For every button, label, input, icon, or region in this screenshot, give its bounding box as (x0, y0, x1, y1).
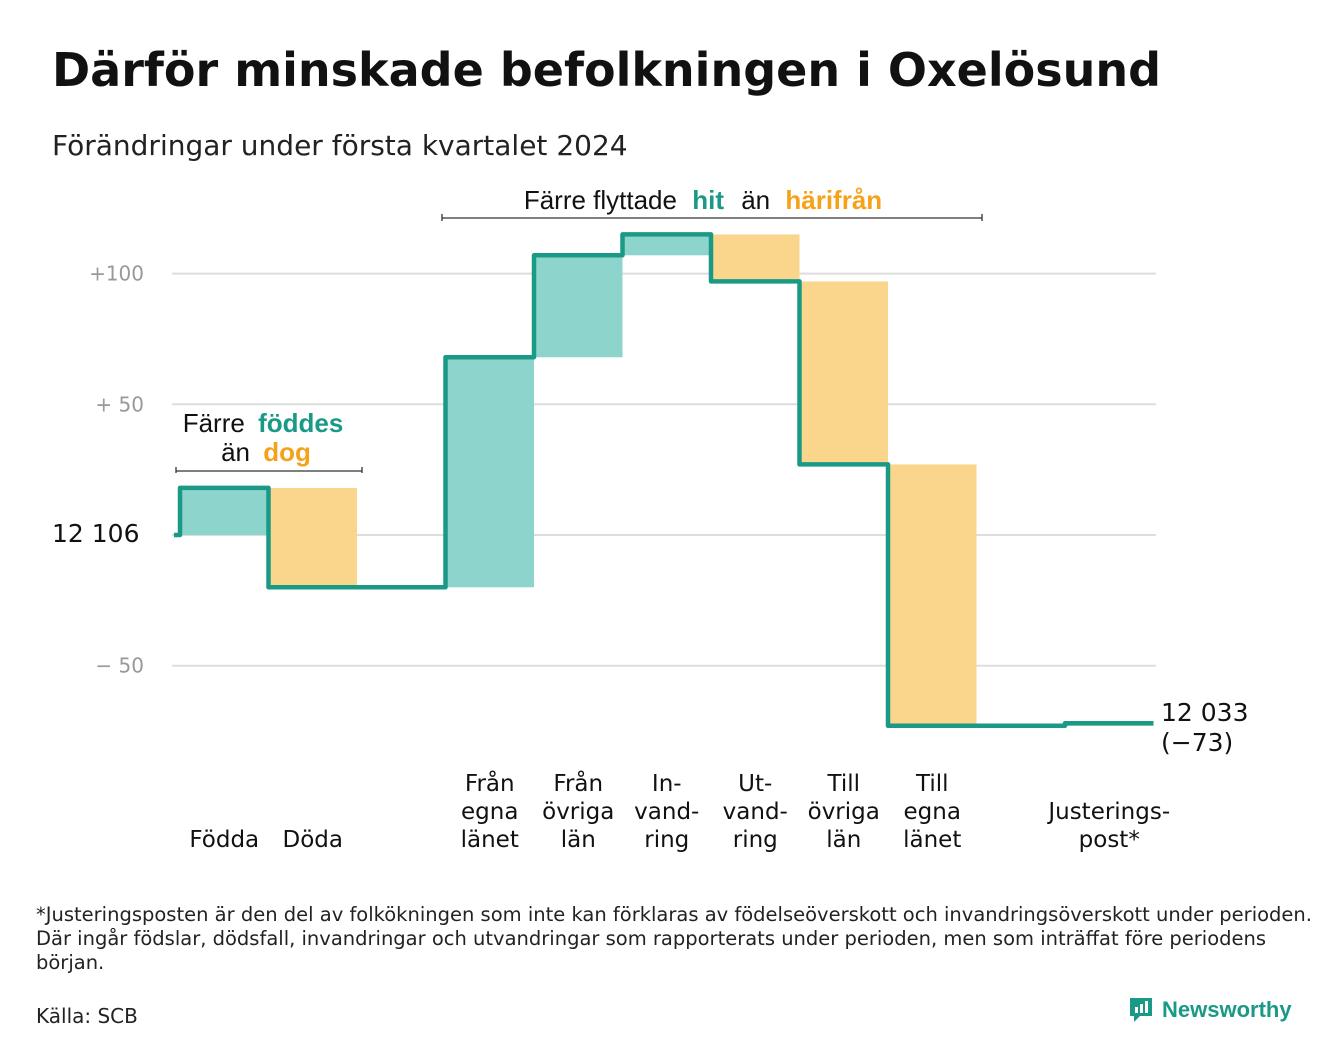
category-label-6-1: vand- (723, 799, 788, 825)
births-bracket (175, 467, 363, 473)
category-label-1-0: Döda (283, 827, 343, 853)
category-label-4-2: län (561, 827, 596, 853)
bar-8 (888, 464, 977, 726)
births-annotation-highlight: föddes (258, 408, 343, 438)
bar-0 (180, 487, 269, 535)
chart-subtitle: Förändringar under första kvartalet 2024 (52, 129, 628, 162)
y-axis-ticks: +100 + 50 − 50 (89, 262, 144, 678)
y-tick-label-0: +100 (89, 262, 144, 286)
moves-bracket (441, 214, 983, 221)
waterfall-chart: +100+ 50− 50 Födda DödaFrånegnalänetFrånö… (52, 185, 1248, 853)
bars (180, 234, 1154, 726)
brand-name: Newsworthy (1162, 997, 1292, 1022)
category-label-10-1: post* (1079, 827, 1140, 853)
category-label-8-2: länet (903, 827, 961, 853)
moves-annotation-text-2: än (741, 185, 770, 215)
category-label-3-1: egna (461, 799, 518, 825)
bar-1 (268, 487, 357, 588)
category-label-6-2: ring (733, 827, 778, 853)
category-label-6-0: Ut- (738, 771, 772, 797)
category-labels: Födda DödaFrånegnalänetFrånövrigalänIn-va… (189, 769, 1170, 853)
category-label-8-1: egna (904, 799, 961, 825)
bar-5 (622, 234, 711, 256)
grid-lines (172, 272, 1156, 667)
category-label-0-0: Födda (189, 827, 259, 853)
svg-text:Färre flyttade hit: Färre flyttade hit än härifrån (524, 185, 882, 215)
bar-7 (799, 281, 888, 465)
y-tick-label-3: − 50 (95, 654, 144, 678)
moves-annotation: Färre flyttade hit än härifrån (441, 185, 983, 221)
category-label-5-0: In- (652, 771, 682, 797)
category-label-7-2: län (826, 827, 861, 853)
end-value-label: 12 033 (1161, 698, 1248, 727)
category-label-4-1: övriga (542, 799, 614, 825)
moves-annotation-highlight-1: hit (692, 185, 724, 215)
brand-logo: Newsworthy (1128, 996, 1292, 1024)
chart-title: Därför minskade befolkningen i Oxelösund (52, 43, 1162, 97)
cumulative-line-path (174, 232, 1154, 729)
category-label-7-0: Till (826, 771, 860, 797)
cumulative-line (174, 232, 1154, 729)
category-label-5-1: vand- (634, 799, 699, 825)
moves-annotation-highlight-2: härifrån (785, 185, 882, 215)
births-annotation-text-2: än (221, 437, 250, 467)
category-label-8-0: Till (915, 771, 949, 797)
y-tick-label-1: + 50 (95, 392, 144, 416)
category-label-3-2: länet (461, 827, 519, 853)
births-annotation-text: Färre (183, 408, 245, 438)
category-label-5-2: ring (644, 827, 689, 853)
category-label-4-0: Från (553, 769, 603, 797)
category-label-7-1: övriga (808, 799, 880, 825)
births-annotation: Färre föddes än dog (175, 408, 363, 473)
births-annotation-highlight-2: dog (263, 437, 311, 467)
bar-6 (711, 234, 800, 282)
start-value-label: 12 106 (52, 519, 139, 548)
bar-4 (534, 255, 623, 358)
svg-text:Färre föddes: Färre föddes (183, 408, 344, 438)
source-label: Källa: SCB (36, 1004, 138, 1028)
category-label-3-0: Från (465, 769, 515, 797)
bar-3 (445, 357, 534, 588)
category-label-10-0: Justerings- (1046, 799, 1170, 825)
svg-text:än dog: än dog (221, 437, 311, 467)
chart-logo-icon (1130, 998, 1152, 1022)
end-change-label: (−73) (1161, 728, 1233, 757)
footnote: *Justeringsposten är den del av folkökni… (36, 903, 1312, 974)
moves-annotation-text: Färre flyttade (524, 185, 677, 215)
